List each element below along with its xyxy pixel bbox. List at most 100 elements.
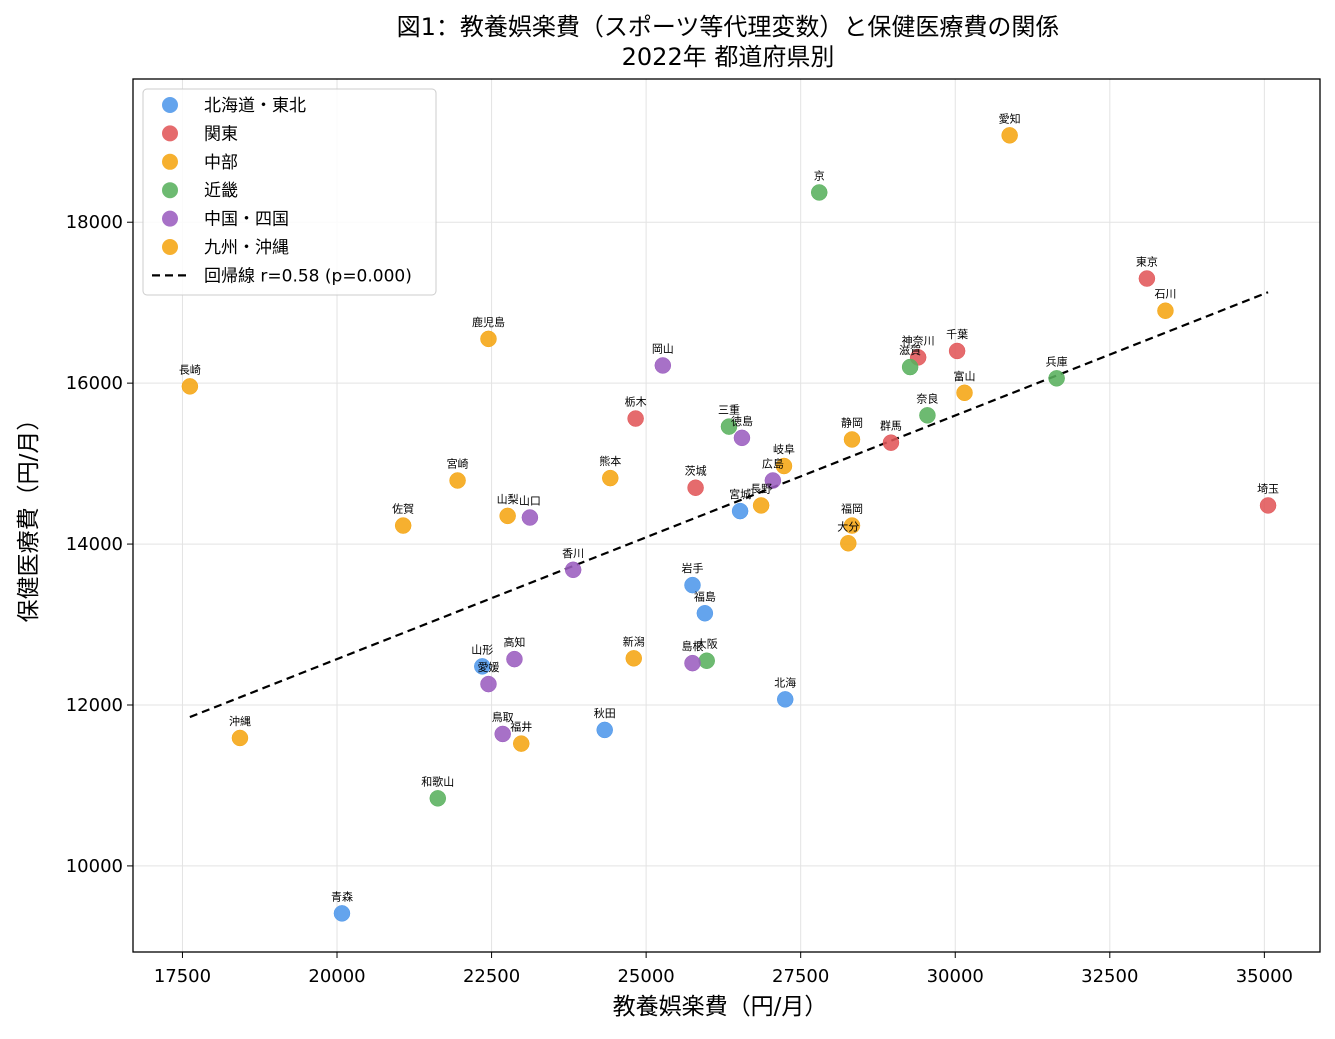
data-point [602,469,619,487]
point-label: 奈良 [916,391,938,405]
x-tick-label: 22500 [463,966,520,987]
data-point [494,725,511,743]
point-label: 岡山 [652,342,674,355]
data-point [901,358,919,376]
legend-label: 近畿 [204,181,238,201]
point-label: 長野 [750,482,772,495]
point-label: 鳥取 [492,710,514,724]
point-label: 長崎 [179,362,201,376]
point-label: 福岡 [841,502,863,516]
point-label: 山口 [519,495,541,508]
data-point [506,650,523,668]
data-point [480,330,497,348]
regression-line [189,291,1269,719]
data-point [948,342,966,360]
data-point [499,507,516,525]
x-tick-label: 27500 [772,966,829,987]
data-point [625,650,643,667]
grid-lines [133,79,1320,952]
data-point [181,378,199,395]
data-point [696,605,714,622]
legend-marker [162,239,178,255]
point-label: 島根 [681,639,703,653]
y-tick-label: 12000 [66,695,123,716]
data-point [843,431,861,448]
data-point [840,535,857,552]
point-label: 東京 [1136,255,1158,269]
legend-marker [162,182,178,199]
x-tick-label: 35000 [1236,966,1293,987]
point-label: 秋田 [594,706,616,720]
point-label: 三重 [718,403,740,417]
point-label: 富山 [954,369,976,383]
point-label: 福島 [694,589,716,603]
point-label: 茨城 [685,464,707,478]
point-label: 山形 [471,643,493,656]
point-label: 大分 [837,519,859,533]
data-point [512,735,530,752]
point-label: 石川 [1154,288,1176,301]
x-tick-label: 20000 [308,966,365,987]
data-point [776,691,794,708]
y-tick-label: 14000 [66,534,123,555]
legend-label: 中部 [204,153,238,173]
point-label: 山梨 [497,492,519,506]
point-label: 埼玉 [1257,481,1279,495]
data-point [775,457,793,475]
point-label: 神奈川 [902,333,935,347]
point-label: 千葉 [946,327,968,341]
x-tick-label: 17500 [154,966,211,987]
point-label: 京 [814,168,825,182]
point-label: 青森 [331,889,353,903]
point-label: 栃木 [625,395,647,409]
legend-label: 中国・四国 [204,210,289,230]
point-label: 和歌山 [421,774,454,788]
x-tick-label: 25000 [617,966,674,987]
point-label: 岐阜 [773,443,795,456]
x-axis-label: 教養娯楽費（円/月） [613,994,828,1020]
legend-label: 北海道・東北 [204,96,306,116]
data-point [687,479,704,496]
data-point [1001,127,1018,144]
x-tick-label: 30000 [927,966,984,987]
data-point [764,472,782,489]
y-tick-label: 10000 [66,856,123,877]
data-point [919,407,936,424]
data-point [480,675,497,693]
data-point [698,652,715,669]
x-tick-label: 32500 [1081,966,1138,987]
point-label: 静岡 [841,415,863,429]
point-label: 宮城 [729,487,751,501]
point-label: 兵庫 [1046,354,1068,368]
point-label: 鹿児島 [472,315,505,329]
data-point [843,517,861,534]
axis-ticks: 17500 20000 22500 25000 27500 30000 32500 35000… [66,212,1293,987]
data-point [733,429,751,447]
data-point [564,561,582,579]
data-point [429,790,447,807]
data-point [1138,270,1156,287]
point-label: 新潟 [623,634,645,648]
point-label: 徳島 [731,414,753,428]
legend-label: 関東 [204,124,238,144]
y-tick-label: 18000 [66,212,123,233]
legend-marker [162,210,178,227]
point-label: 北海 [774,675,796,689]
point-label: 福井 [510,720,532,734]
data-point [654,357,672,374]
legend-marker [162,153,178,170]
data-point [684,576,701,594]
point-label: 佐賀 [392,502,414,516]
y-axis-label: 保健医療費（円/月） [16,408,42,623]
data-point [596,721,613,739]
legend-label: 回帰線 r=0.58 (p=0.000) [204,266,412,286]
legend-marker [162,125,178,142]
chart-title: 図1：教養娯楽費（スポーツ等代理変数）と保健医療費の関係 [397,13,1060,41]
point-label: 熊本 [599,454,621,468]
data-point [449,472,466,489]
data-point [333,905,351,922]
data-point [1157,302,1174,319]
